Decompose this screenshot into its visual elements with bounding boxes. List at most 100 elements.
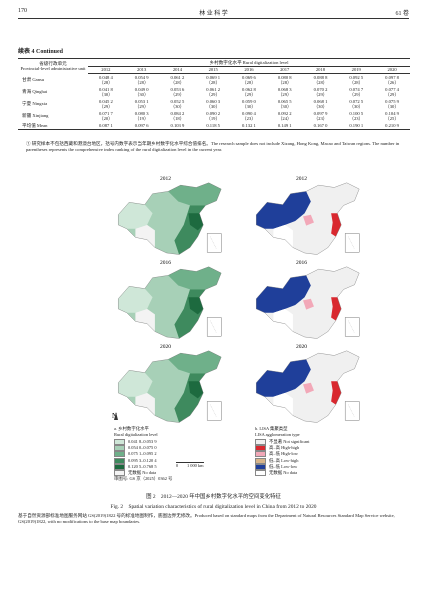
legend-item: 低–高 Low-high [255,457,310,464]
cell-value: 0.077 4 [385,86,399,92]
cell-value: 0.090 4 [242,110,256,116]
cell-value: 0.072 5 [349,98,364,104]
map-figure: 2012 2012 2016 2016 2020 2020 N [112,176,427,438]
cell-value: 0.074 7 [349,86,364,92]
table-row: 新疆 Xinjiang 0.071 7 （20） 0.080 3 （19） 0.084 2… [18,110,410,122]
legend-b: b. LISA 集聚类型 LISA agglomeration type 不显著… [255,426,310,477]
table-cell: 0.052 5 （30） [160,98,196,110]
legend-swatch [114,463,125,470]
legend-item: 0.041 8–0.053 9 [114,438,158,445]
cell-value: 0.149 1 [277,122,292,128]
caption-en: Fig. 2 Spatial variation characteristics… [110,504,317,510]
cell-value: 0.068 1 [313,98,328,104]
cell-rank: （19） [134,116,149,122]
table-cell: 0.167 0 [302,122,339,130]
table-row: 青海 Qinghai 0.041 8 （30） 0.049 0 （30） 0.053 6 （… [18,86,410,98]
table-cell: 0.092 5 （28） [338,74,374,87]
table-cell: 0.041 8 （30） [88,86,124,98]
cell-value: 0.103 9 [170,122,185,128]
page-number: 170 [18,8,27,14]
table-cell: 0.060 3 （30） [195,98,231,110]
map-year: 2012 [296,176,307,182]
cell-value: 0.052 5 [170,98,185,104]
cell-rank: （28） [349,80,364,86]
cell-value: 0.118 5 [206,122,220,128]
table-title: 续表 4 Continued [18,49,64,55]
legend-label: 0.075 1–0.095 2 [128,451,157,457]
cell-rank: （29） [385,92,399,98]
cell-value: 0.059 0 [242,98,256,104]
cell-value: 0.092 5 [349,74,364,80]
cell-value: 0.061 2 [170,74,185,80]
cell-rank: （30） [349,104,364,110]
map-year: 2012 [160,176,171,182]
cell-rank: （30） [98,92,113,98]
data-table: 省级行政单元 Provincial-level administrative un… [18,57,410,130]
cell-rank: （29） [349,92,364,98]
table-cell: 0.118 5 [195,122,232,130]
cell-rank: （29） [170,92,185,98]
scale-bar: 0 1 000 km [176,462,204,468]
map-year: 2020 [160,344,171,350]
cell-rank: （23） [349,116,364,122]
table-cell: 0.048 4 （28） [88,74,124,87]
table-cell: 0.070 2 （29） [303,86,339,98]
table-cell: 0.097 9 （23） [303,110,339,122]
cell-value: 0.045 2 [98,98,113,104]
legend-label: 无数据 No data [269,470,298,476]
legend-label: 低–高 Low-high [269,457,299,463]
unit-en: Provincial-level administrative unit [20,66,86,72]
legend-a: a. 乡村数字化水平 Rural digitalization level 0.… [114,426,158,477]
table-cell: 0.080 8 （28） [267,74,303,87]
north-arrow-shape [114,412,118,420]
legend-label: 低–低 Low-low [269,463,298,469]
table-cell: 0.049 0 （30） [124,86,160,98]
cell-value: 0.097 8 [385,74,399,80]
legend-item: 0.054 0–0.075 0 [114,444,158,451]
table-cell: 0.061 2 （29） [195,86,231,98]
cell-rank: （30） [206,104,221,110]
table-cell: 0.072 5 （30） [338,98,374,110]
legend-label: 无数据 No data [128,470,157,476]
year-header: 2015 [195,66,232,75]
cell-value: 0.069 6 [242,74,256,80]
table-cell: 0.059 0 （30） [231,98,267,110]
cell-value: 0.068 3 [277,86,292,92]
cell-rank: （25） [385,116,399,122]
legend-swatch [255,457,266,464]
legend-item: 0.095 3–0.120 4 [114,457,158,464]
table-cell: 0.190 1 [338,122,375,130]
table-cell: 0.084 2 （18） [160,110,196,122]
volume: 61 卷 [395,11,409,17]
cell-rank: （29） [313,92,328,98]
table-row: 宁夏 Ningxia 0.045 2 （29） 0.053 1 （29） 0.052 5 （… [18,98,410,110]
legend-swatch [255,438,266,445]
province-name: 平均值 Mean [18,122,88,130]
north-arrow: N [112,412,117,420]
year-header: 2013 [123,66,160,75]
map-year: 2016 [296,260,307,266]
cell-value: 0.100 5 [349,110,364,116]
year-header: 2012 [88,66,124,75]
cell-value: 0.053 6 [170,86,185,92]
table-cell: 0.092 2 （24） [267,110,303,122]
cell-value: 0.071 7 [98,110,113,116]
legend-label: 不显著 Not significant [269,438,310,444]
cell-rank: （30） [277,104,292,110]
caption-zh: 图 2 2012—2020 年中国乡村数字化水平的空间变化特征 [146,494,281,500]
cell-rank: （29） [206,92,221,98]
year-header: 2016 [231,66,267,75]
cell-value: 0.097 9 [313,110,328,116]
cell-rank: （30） [134,92,149,98]
legend-subtitle: Rural digitalization level [114,432,158,438]
cell-rank: （24） [277,116,292,122]
legend-label: 0.120 5–0.768 5 [128,463,157,469]
table-cell: 0.132 1 [231,122,267,130]
journal-name: 林 业 科 学 [199,11,228,17]
cell-rank: （28） [170,80,185,86]
cell-value: 0.053 1 [134,98,149,104]
cell-value: 0.080 8 [277,74,292,80]
year-header: 2017 [266,66,303,75]
cell-value: 0.090 2 [206,110,221,116]
table-cell: 0.087 1 [88,122,124,130]
